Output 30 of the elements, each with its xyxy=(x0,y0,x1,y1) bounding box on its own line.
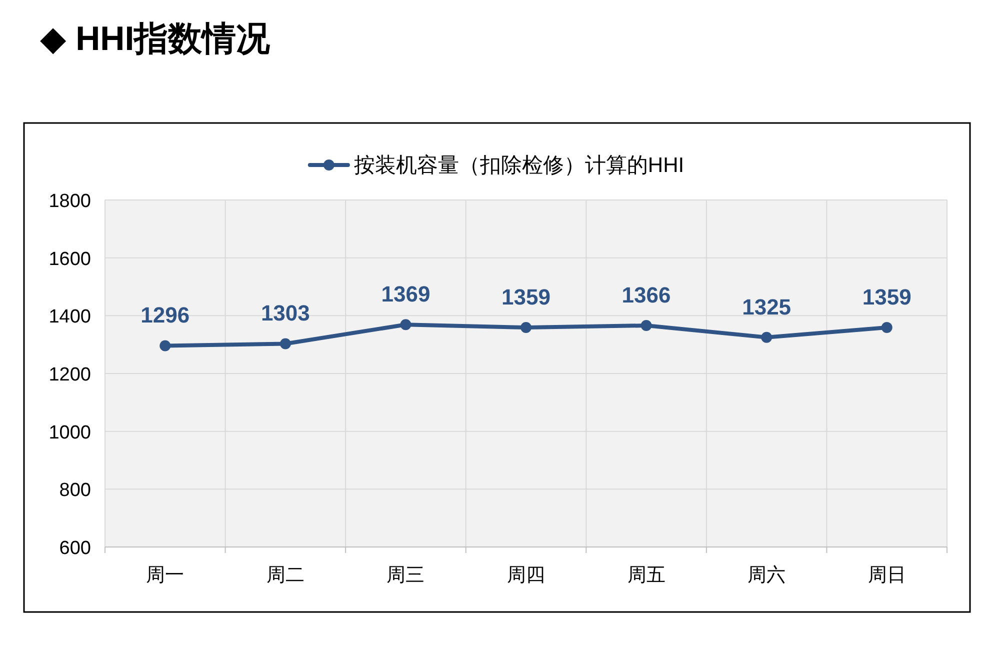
legend: 按装机容量（扣除检修）计算的HHI xyxy=(308,154,684,177)
data-label: 1359 xyxy=(862,284,912,310)
point xyxy=(640,320,652,331)
x-tick-label: 周四 xyxy=(507,565,545,586)
x-tick-label: 周五 xyxy=(627,565,666,586)
data-label: 1303 xyxy=(260,300,310,326)
y-tick-label: 1600 xyxy=(48,248,91,270)
y-tick-label: 1800 xyxy=(48,191,91,212)
data-label: 1325 xyxy=(742,294,792,320)
data-label: 1296 xyxy=(140,302,190,328)
point xyxy=(520,322,532,334)
title: ◆ HHI指数情况 xyxy=(40,20,270,58)
data-label: 1359 xyxy=(502,284,550,310)
x-tick-label: 周二 xyxy=(266,565,304,586)
x-tick-label: 周日 xyxy=(868,565,906,586)
x-tick-label: 周三 xyxy=(386,565,425,586)
data-label: 1369 xyxy=(381,282,430,307)
point xyxy=(160,340,171,352)
y-tick-label: 1000 xyxy=(48,422,91,444)
y-tick-label: 1200 xyxy=(48,364,91,386)
x-tick-label: 周六 xyxy=(748,564,786,586)
x-tick-label: 周一 xyxy=(146,565,184,586)
y-tick-label: 600 xyxy=(59,538,91,559)
data-label: 1366 xyxy=(622,282,671,308)
y-tick-label: 800 xyxy=(59,480,91,502)
point xyxy=(881,322,892,334)
y-tick-label: 1400 xyxy=(48,306,91,328)
point xyxy=(280,338,291,350)
point xyxy=(400,319,412,330)
point xyxy=(761,332,772,343)
